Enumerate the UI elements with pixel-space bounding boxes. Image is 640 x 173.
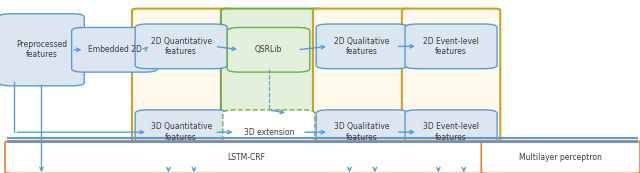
Text: QSRLib: QSRLib — [255, 45, 282, 54]
Text: Embedded 2D: Embedded 2D — [88, 45, 141, 54]
FancyBboxPatch shape — [227, 28, 310, 72]
FancyBboxPatch shape — [223, 110, 315, 154]
FancyBboxPatch shape — [316, 110, 408, 154]
Text: 3D Event-level
features: 3D Event-level features — [423, 122, 479, 142]
Text: 3D Qualitative
features: 3D Qualitative features — [335, 122, 390, 142]
Text: Multilayer perceptron: Multilayer perceptron — [519, 153, 602, 162]
FancyBboxPatch shape — [405, 24, 497, 69]
FancyBboxPatch shape — [5, 141, 488, 173]
FancyBboxPatch shape — [72, 28, 157, 72]
FancyBboxPatch shape — [402, 9, 500, 170]
FancyBboxPatch shape — [481, 141, 640, 173]
FancyBboxPatch shape — [0, 14, 84, 86]
Text: 3D extension: 3D extension — [244, 128, 294, 137]
FancyBboxPatch shape — [135, 24, 227, 69]
Text: 2D Quantitative
features: 2D Quantitative features — [150, 37, 212, 56]
Text: Preprocessed
features: Preprocessed features — [16, 40, 67, 60]
FancyBboxPatch shape — [316, 24, 408, 69]
FancyBboxPatch shape — [135, 110, 227, 154]
Text: 2D Event-level
features: 2D Event-level features — [423, 37, 479, 56]
Text: LSTM-CRF: LSTM-CRF — [227, 153, 265, 162]
FancyBboxPatch shape — [405, 110, 497, 154]
FancyBboxPatch shape — [221, 9, 323, 170]
FancyBboxPatch shape — [313, 9, 412, 170]
Text: 2D Qualitative
features: 2D Qualitative features — [335, 37, 390, 56]
FancyBboxPatch shape — [132, 9, 230, 170]
Text: 3D Quantitative
features: 3D Quantitative features — [150, 122, 212, 142]
